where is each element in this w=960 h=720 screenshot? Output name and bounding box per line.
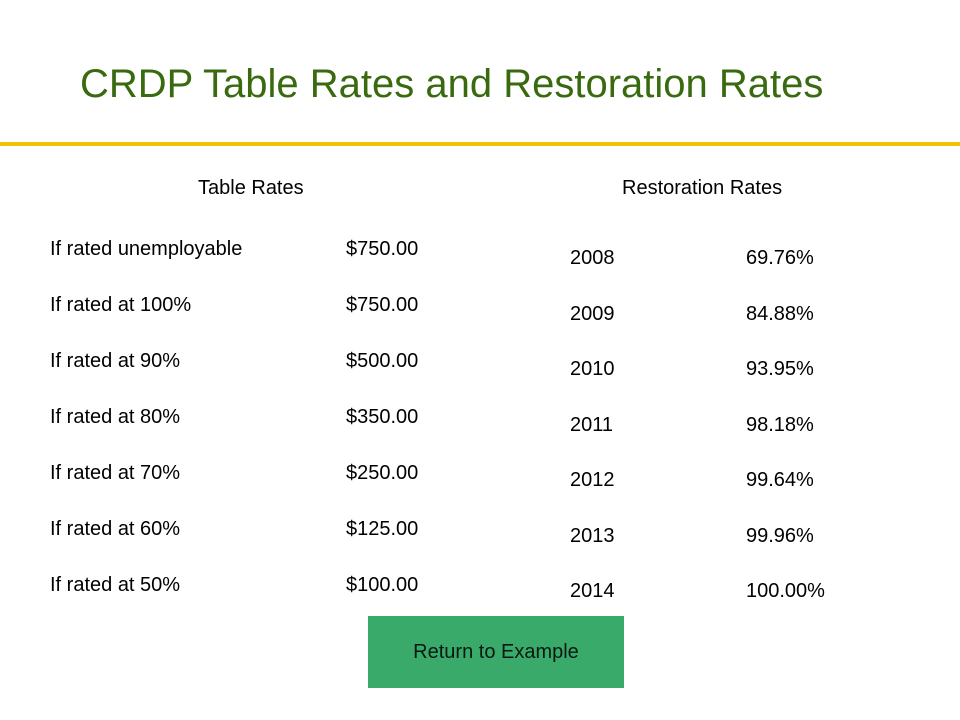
restoration-rates-heading: Restoration Rates xyxy=(622,177,783,199)
rate-amount: $250.00 xyxy=(346,462,419,484)
restoration-percent: 99.64% xyxy=(746,469,814,491)
restoration-rate-row: 2010 93.95% xyxy=(570,358,870,414)
table-rates-heading: Table Rates xyxy=(198,177,304,199)
table-rate-row: If rated at 60% $125.00 xyxy=(50,518,470,574)
rating-label: If rated unemployable xyxy=(50,238,243,260)
rating-label: If rated at 80% xyxy=(50,406,181,428)
rating-label: If rated at 100% xyxy=(50,294,192,316)
title-divider xyxy=(0,142,960,146)
restoration-percent: 100.00% xyxy=(746,580,825,602)
year-label: 2014 xyxy=(570,580,615,602)
restoration-percent: 98.18% xyxy=(746,413,814,436)
year-label: 2012 xyxy=(570,469,615,491)
return-to-example-button[interactable]: Return to Example xyxy=(368,616,624,688)
year-label: 2008 xyxy=(570,247,615,269)
restoration-rate-row: 2013 99.96% xyxy=(570,525,870,581)
rate-amount: $750.00 xyxy=(346,294,419,316)
rating-label: If rated at 70% xyxy=(50,462,181,484)
year-label: 2009 xyxy=(570,302,615,325)
rate-amount: $500.00 xyxy=(346,350,419,372)
rating-label: If rated at 90% xyxy=(50,350,181,372)
rating-label: If rated at 60% xyxy=(50,518,181,540)
table-rates-list: If rated unemployable $750.00 If rated a… xyxy=(50,238,470,630)
rate-amount: $100.00 xyxy=(346,574,419,596)
rate-amount: $750.00 xyxy=(346,238,419,260)
table-rate-row: If rated unemployable $750.00 xyxy=(50,238,470,294)
restoration-percent: 69.76% xyxy=(746,247,814,269)
restoration-rate-row: 2014 100.00% xyxy=(570,580,870,636)
year-label: 2010 xyxy=(570,358,615,380)
rate-amount: $125.00 xyxy=(346,518,419,540)
restoration-rate-row: 2011 98.18% xyxy=(570,414,870,470)
rating-label: If rated at 50% xyxy=(50,574,181,596)
year-label: 2011 xyxy=(570,413,614,436)
restoration-percent: 99.96% xyxy=(746,524,814,547)
table-rate-row: If rated at 90% $500.00 xyxy=(50,350,470,406)
table-rate-row: If rated at 50% $100.00 xyxy=(50,574,470,630)
restoration-percent: 84.88% xyxy=(746,302,814,325)
table-rate-row: If rated at 70% $250.00 xyxy=(50,462,470,518)
restoration-rate-row: 2009 84.88% xyxy=(570,303,870,359)
rate-amount: $350.00 xyxy=(346,406,419,428)
page-title: CRDP Table Rates and Restoration Rates xyxy=(80,62,824,106)
table-rate-row: If rated at 100% $750.00 xyxy=(50,294,470,350)
year-label: 2013 xyxy=(570,524,615,547)
restoration-rate-row: 2012 99.64% xyxy=(570,469,870,525)
table-rate-row: If rated at 80% $350.00 xyxy=(50,406,470,462)
restoration-rate-row: 2008 69.76% xyxy=(570,247,870,303)
restoration-rates-list: 2008 69.76% 2009 84.88% 2010 93.95% 2011… xyxy=(570,247,870,636)
restoration-percent: 93.95% xyxy=(746,358,814,380)
